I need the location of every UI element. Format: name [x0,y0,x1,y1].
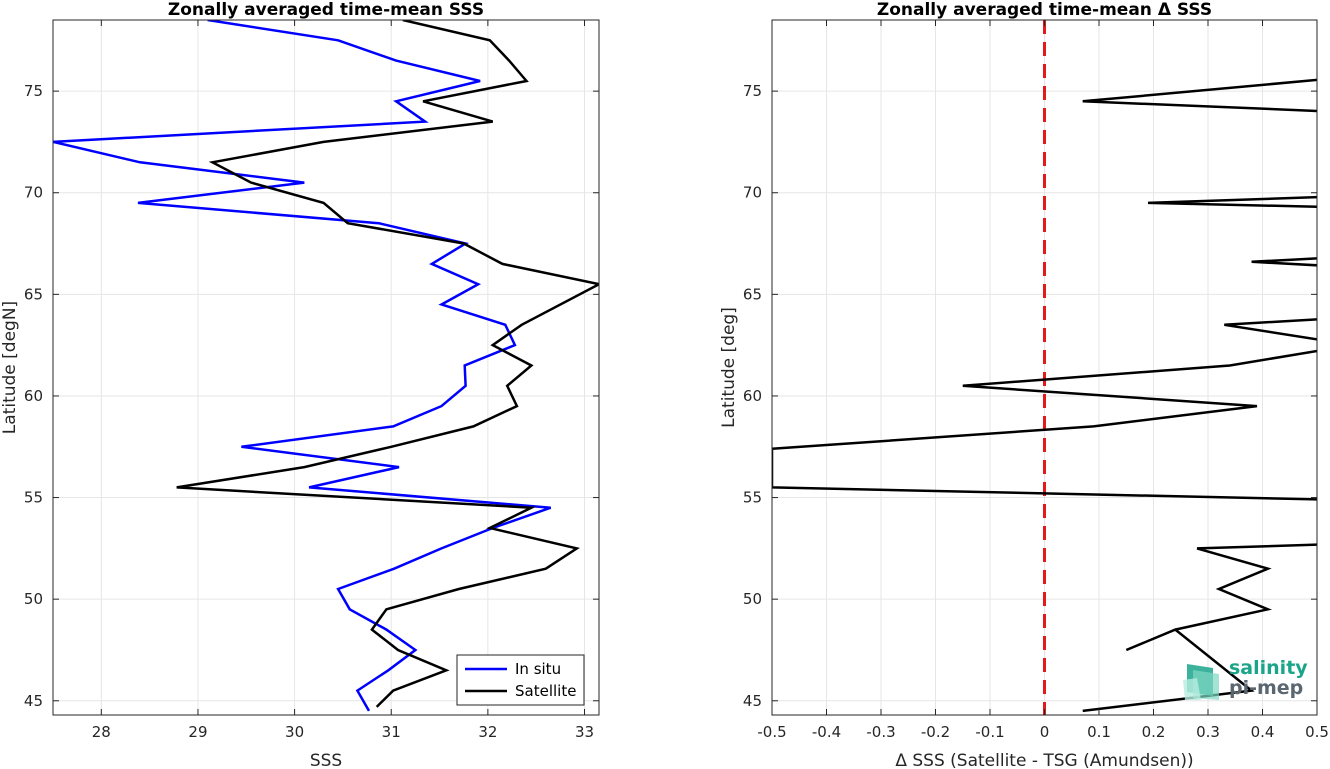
y-tick-label: 70 [743,184,762,202]
series-line-satellite [176,20,599,708]
x-tick-label: -0.1 [975,723,1004,741]
y-tick-label: 75 [24,82,43,100]
y-axis-label: Latitude [deg] [719,307,739,428]
legend-box [456,654,585,706]
legend-label: Satellite [515,682,576,700]
logo-line1: salinity [1229,657,1308,679]
legend-label: In situ [515,660,561,678]
x-tick-label: 28 [92,723,111,741]
logo-mark-icon [1183,664,1219,700]
y-tick-label: 45 [743,692,762,710]
x-tick-label: 0.2 [1142,723,1166,741]
x-tick-label: 0 [1040,723,1050,741]
y-tick-label: 60 [24,387,43,405]
y-axis-label: Latitude [degN] [0,301,20,434]
x-tick-label: 33 [575,723,594,741]
x-axis-label: SSS [310,751,342,769]
x-tick-label: 31 [382,723,401,741]
salinity-pimep-logo: salinity pi-mep [1183,658,1323,706]
y-tick-label: 65 [743,285,762,303]
y-tick-label: 55 [24,489,43,507]
left-panel-sss: 28 29 30 31 32 33 45 50 55 60 65 70 75 Zonally averag… [0,0,600,769]
x-tick-label: 29 [188,723,207,741]
x-axis-label: Δ SSS (Satellite - TSG (Amundsen)) [895,751,1193,769]
x-tick-label: 0.4 [1251,723,1275,741]
series-line-in-situ [53,20,552,712]
series-line-delta-sss [772,78,1317,713]
x-tick-label: 0.3 [1196,723,1220,741]
y-tick-label: 60 [743,387,762,405]
x-tick-label: -0.5 [757,723,786,741]
series-group [772,78,1317,713]
right-panel-delta-sss: -0.5 -0.4 -0.3 -0.2 -0.1 0 0.1 0.2 0.3 0.4 0.5 45 50… [719,0,1329,769]
chart-title: Zonally averaged time-mean SSS [168,0,484,20]
axes-box [52,19,600,716]
y-tick-label: 55 [743,489,762,507]
y-tick-label: 65 [24,285,43,303]
x-tick-label: 0.5 [1305,723,1329,741]
series-group [53,20,599,712]
logo-line2: pi-mep [1229,677,1304,699]
y-tick-label: 75 [743,82,762,100]
y-tick-label: 50 [743,590,762,608]
y-tick-label: 50 [24,590,43,608]
x-tick-label: 0.1 [1087,723,1111,741]
x-tick-label: 32 [478,723,497,741]
x-tick-label: -0.2 [921,723,950,741]
y-tick-label: 70 [24,184,43,202]
x-tick-label: 30 [285,723,304,741]
y-tick-label: 45 [24,692,43,710]
x-tick-label: -0.4 [812,723,841,741]
chart-title: Zonally averaged time-mean Δ SSS [877,0,1212,20]
x-tick-label: -0.3 [866,723,895,741]
